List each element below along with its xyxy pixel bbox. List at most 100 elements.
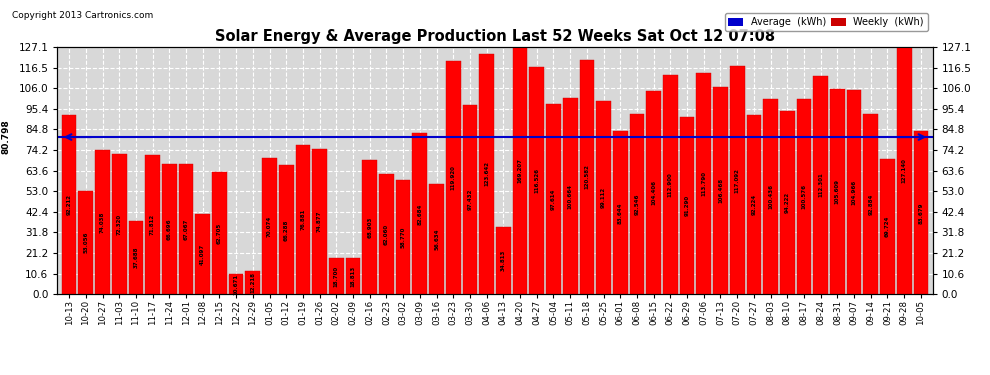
Bar (746, 115, 761, 294)
Bar (262, 158, 277, 294)
Text: Copyright 2013 Cartronics.com: Copyright 2013 Cartronics.com (12, 11, 153, 20)
Text: 68.903: 68.903 (367, 217, 372, 238)
Text: 91.290: 91.290 (684, 195, 690, 216)
Bar (696, 73, 711, 294)
Text: 74.877: 74.877 (317, 211, 322, 232)
Bar (663, 75, 678, 294)
Text: 66.288: 66.288 (284, 219, 289, 240)
Bar (596, 101, 611, 294)
Bar (396, 180, 411, 294)
Text: 34.813: 34.813 (501, 250, 506, 271)
Text: 112.301: 112.301 (818, 172, 823, 197)
Text: 72.320: 72.320 (117, 213, 122, 234)
Bar (146, 154, 160, 294)
Text: 37.688: 37.688 (134, 247, 139, 268)
Bar (379, 174, 394, 294)
Bar (329, 258, 344, 294)
Bar (797, 99, 812, 294)
Text: 82.684: 82.684 (418, 203, 423, 225)
Bar (562, 98, 577, 294)
Text: 92.546: 92.546 (635, 194, 640, 215)
Bar (513, 47, 528, 294)
Text: 94.222: 94.222 (785, 192, 790, 213)
Bar (579, 60, 594, 294)
Text: 69.724: 69.724 (885, 216, 890, 237)
Bar (430, 184, 444, 294)
Text: 18.700: 18.700 (334, 266, 339, 287)
Bar (496, 226, 511, 294)
Text: 12.218: 12.218 (250, 272, 255, 293)
Text: 41.097: 41.097 (200, 244, 205, 265)
Text: 18.813: 18.813 (350, 266, 355, 286)
Bar (212, 172, 227, 294)
Bar (713, 87, 728, 294)
Text: 71.812: 71.812 (150, 214, 155, 235)
Bar (312, 148, 327, 294)
Text: 100.664: 100.664 (567, 184, 572, 209)
Text: 67.067: 67.067 (183, 218, 188, 240)
Text: 10.671: 10.671 (234, 273, 239, 294)
Bar (195, 214, 210, 294)
Text: 62.705: 62.705 (217, 223, 222, 244)
Bar (763, 99, 778, 294)
Bar (780, 111, 795, 294)
Text: 83.679: 83.679 (919, 202, 924, 223)
Bar (61, 115, 76, 294)
Bar (863, 114, 878, 294)
Bar (362, 160, 377, 294)
Text: 100.576: 100.576 (802, 184, 807, 209)
Text: 53.056: 53.056 (83, 232, 88, 254)
Bar (346, 258, 360, 294)
Bar (129, 221, 144, 294)
Bar (530, 68, 544, 294)
Text: 169.207: 169.207 (518, 158, 523, 183)
Bar (914, 131, 929, 294)
Text: 119.920: 119.920 (450, 165, 455, 190)
Text: 92.224: 92.224 (751, 194, 756, 215)
Text: 123.642: 123.642 (484, 162, 489, 186)
Bar (814, 76, 828, 294)
Text: 62.060: 62.060 (384, 224, 389, 245)
Bar (730, 66, 744, 294)
Text: 66.696: 66.696 (167, 219, 172, 240)
Bar (846, 90, 861, 294)
Text: 80.798: 80.798 (1, 120, 10, 154)
Bar (680, 117, 694, 294)
Text: 97.614: 97.614 (551, 189, 556, 210)
Text: 100.436: 100.436 (768, 184, 773, 209)
Text: 112.900: 112.900 (668, 172, 673, 197)
Bar (413, 134, 428, 294)
Bar (78, 191, 93, 294)
Bar (112, 153, 127, 294)
Text: 104.406: 104.406 (651, 180, 656, 205)
Bar (296, 145, 310, 294)
Bar (630, 114, 644, 294)
Text: 83.644: 83.644 (618, 202, 623, 223)
Bar (446, 61, 460, 294)
Bar (479, 54, 494, 294)
Bar (95, 150, 110, 294)
Bar (178, 164, 193, 294)
Bar (830, 89, 844, 294)
Bar (646, 91, 661, 294)
Text: 92.884: 92.884 (868, 193, 873, 214)
Text: 97.432: 97.432 (467, 189, 472, 210)
Text: 104.966: 104.966 (851, 180, 856, 205)
Text: 74.038: 74.038 (100, 211, 105, 233)
Text: 76.881: 76.881 (300, 209, 306, 230)
Text: 117.092: 117.092 (735, 168, 740, 193)
Text: 92.212: 92.212 (66, 194, 71, 215)
Bar (897, 47, 912, 294)
Legend: Average  (kWh), Weekly  (kWh): Average (kWh), Weekly (kWh) (725, 13, 928, 31)
Text: 99.112: 99.112 (601, 188, 606, 209)
Bar (229, 274, 244, 294)
Text: 116.526: 116.526 (535, 168, 540, 194)
Text: 120.582: 120.582 (584, 165, 589, 189)
Bar (162, 165, 176, 294)
Bar (462, 105, 477, 294)
Text: 113.790: 113.790 (701, 171, 706, 196)
Bar (246, 271, 260, 294)
Text: 127.140: 127.140 (902, 158, 907, 183)
Bar (279, 165, 294, 294)
Text: 70.074: 70.074 (267, 216, 272, 237)
